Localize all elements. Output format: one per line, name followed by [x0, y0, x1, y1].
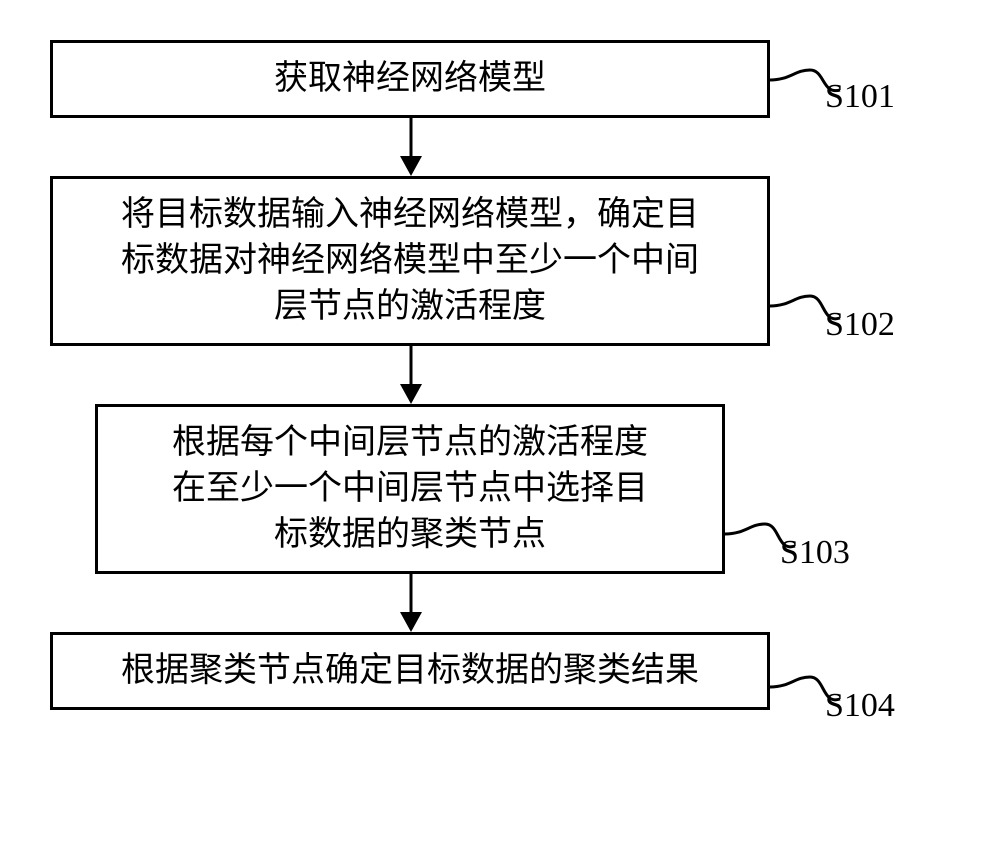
step-text: 将目标数据输入神经网络模型，确定目标数据对神经网络模型中至少一个中间层节点的激活…	[121, 192, 699, 330]
step-label: S104	[825, 687, 895, 725]
step-box: 获取神经网络模型	[50, 40, 770, 118]
step-text: 根据每个中间层节点的激活程度在至少一个中间层节点中选择目标数据的聚类节点	[172, 420, 648, 558]
flow-step-s101: 获取神经网络模型 S101	[50, 40, 950, 118]
flow-arrow	[50, 574, 770, 632]
flow-step-s103: 根据每个中间层节点的激活程度在至少一个中间层节点中选择目标数据的聚类节点 S103	[50, 404, 950, 574]
step-box: 根据聚类节点确定目标数据的聚类结果	[50, 632, 770, 710]
flowchart-container: 获取神经网络模型 S101 将目标数据输入神经网络模型，确定目标数据对神经网络模型中…	[50, 40, 950, 710]
step-text: 获取神经网络模型	[274, 56, 546, 102]
step-label: S102	[825, 306, 895, 344]
flow-arrow	[50, 346, 770, 404]
flow-step-s104: 根据聚类节点确定目标数据的聚类结果S104	[50, 632, 950, 710]
step-label: S101	[825, 78, 895, 116]
step-text: 根据聚类节点确定目标数据的聚类结果	[121, 648, 699, 694]
flow-step-s102: 将目标数据输入神经网络模型，确定目标数据对神经网络模型中至少一个中间层节点的激活…	[50, 176, 950, 346]
flow-arrow	[50, 118, 770, 176]
step-label: S103	[780, 534, 850, 572]
step-box: 将目标数据输入神经网络模型，确定目标数据对神经网络模型中至少一个中间层节点的激活…	[50, 176, 770, 346]
step-box: 根据每个中间层节点的激活程度在至少一个中间层节点中选择目标数据的聚类节点	[95, 404, 725, 574]
